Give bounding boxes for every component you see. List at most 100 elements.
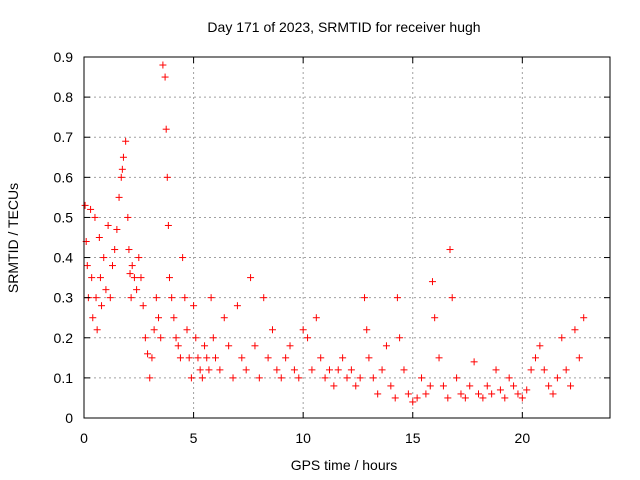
data-point [321,374,329,382]
grid-lines [84,57,610,418]
data-point [192,334,200,342]
data-point [571,326,579,334]
data-point [347,366,355,374]
data-point [334,366,342,374]
data-point [225,342,233,350]
y-tick-label: 0.6 [54,169,74,185]
data-point [187,374,195,382]
data-point [168,294,176,302]
data-point [152,294,160,302]
data-point [461,394,469,402]
data-point [207,294,215,302]
data-point [172,334,180,342]
data-point [466,382,474,390]
data-point [446,246,454,254]
data-point [545,382,553,390]
data-point [198,374,206,382]
data-point [255,374,263,382]
data-point [562,366,570,374]
data-point [185,354,193,362]
data-point [369,374,377,382]
data-point [330,382,338,390]
data-point [277,374,285,382]
data-point [426,382,434,390]
data-point [400,366,408,374]
data-point [496,386,504,394]
y-tick-label: 0.1 [54,370,74,386]
data-point [510,382,518,390]
data-point [137,274,145,282]
y-tick-label: 0 [65,410,73,426]
x-tick-label: 20 [515,430,531,446]
data-point [96,274,104,282]
data-point [374,390,382,398]
data-point [126,270,134,278]
data-point [361,294,369,302]
data-point [194,354,202,362]
data-point [264,354,272,362]
data-point [83,262,91,270]
data-point [91,213,99,221]
data-point [102,286,110,294]
data-point [106,294,114,302]
data-point [363,326,371,334]
data-point [387,382,395,390]
data-point [115,193,123,201]
y-tick-label: 0.4 [54,250,74,266]
data-point [488,390,496,398]
data-point [159,61,167,69]
data-point [233,302,241,310]
data-point [220,314,228,322]
y-tick-label: 0.2 [54,330,74,346]
data-point [161,73,169,81]
y-axis-label: SRMTID / TECUs [5,183,21,293]
data-point [567,382,575,390]
data-point [111,246,119,254]
data-point [133,286,141,294]
data-point [141,334,149,342]
data-point [157,334,165,342]
data-point [575,354,583,362]
data-point [150,326,158,334]
data-point [130,274,138,282]
data-point [146,374,154,382]
data-point [144,350,152,358]
data-point [122,137,130,145]
y-tick-label: 0.3 [54,290,74,306]
data-point [518,394,526,402]
data-point [203,354,211,362]
data-point [378,366,386,374]
data-point [183,326,191,334]
data-point [165,274,173,282]
data-point [100,254,108,262]
y-tick-label: 0.9 [54,49,74,65]
data-point [558,334,566,342]
data-point [505,374,513,382]
data-point [164,221,172,229]
data-point [435,354,443,362]
data-points [81,61,588,406]
x-tick-label: 5 [190,430,198,446]
data-point [286,342,294,350]
data-point [117,173,125,181]
data-point [431,314,439,322]
data-point [201,342,209,350]
data-point [88,274,96,282]
data-point [179,254,187,262]
y-tick-label: 0.8 [54,89,74,105]
data-point [475,390,482,398]
data-point [92,294,100,302]
data-point [295,374,303,382]
data-point [304,334,312,342]
data-point [549,390,557,398]
data-point [260,294,268,302]
data-point [118,165,126,173]
x-tick-label: 15 [405,430,421,446]
data-point [135,254,143,262]
data-point [514,390,522,398]
data-point [125,246,133,254]
y-tick-label: 0.7 [54,129,74,145]
data-point [205,366,213,374]
data-point [483,382,491,390]
